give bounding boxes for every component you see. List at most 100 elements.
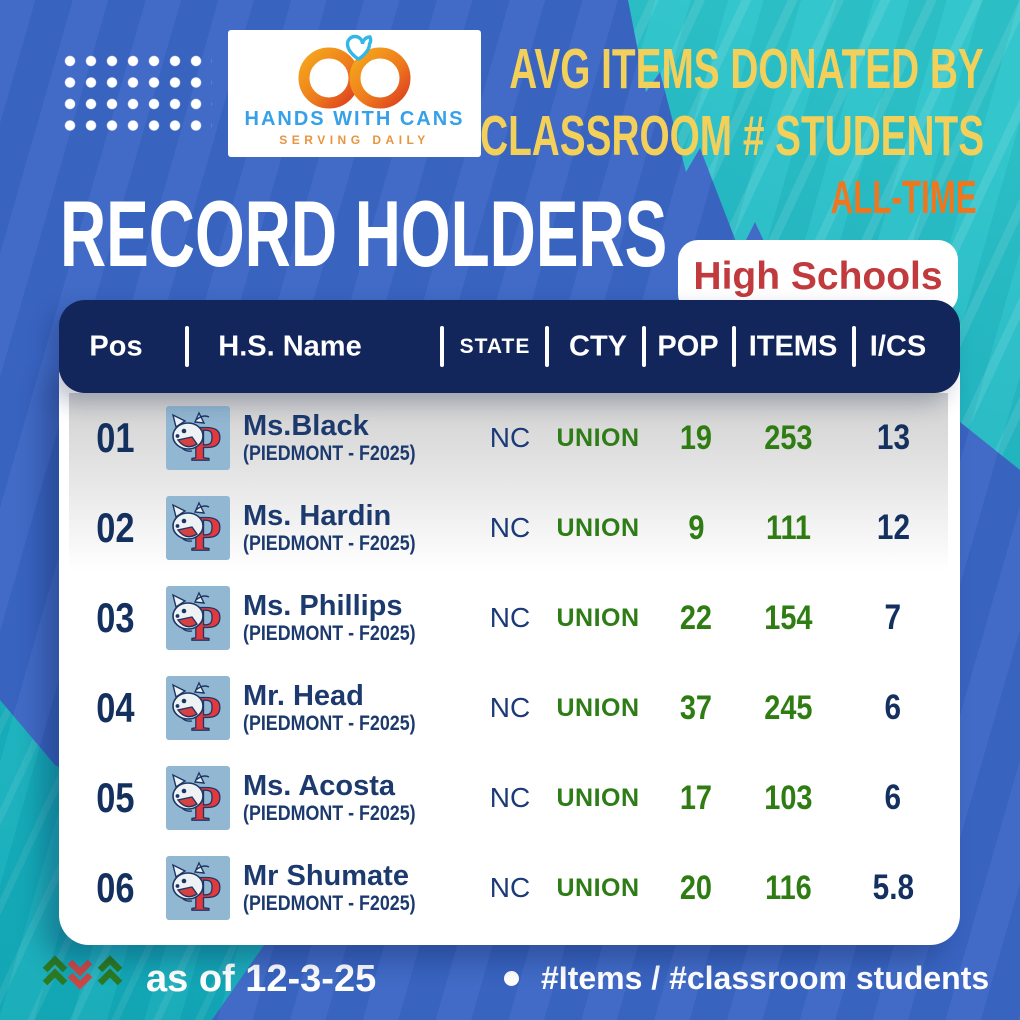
panther-mascot-icon: P	[166, 856, 230, 920]
svg-text:P: P	[191, 595, 222, 650]
state-value: NC	[489, 692, 531, 723]
rank-value: 04	[95, 684, 135, 731]
county-value: UNION	[556, 873, 640, 902]
county-value: UNION	[556, 603, 640, 632]
headline-line1: AVG ITEMS DONATED BY	[509, 37, 984, 101]
rank-value: 03	[95, 594, 135, 641]
double-chevron-up-icon	[42, 955, 68, 986]
school-term: (PIEDMONT - F2025)	[243, 622, 416, 645]
col-header-ics: I/CS	[869, 330, 927, 362]
heart-icon	[345, 34, 372, 61]
period-label: ALL-TIME	[831, 171, 977, 223]
school-badge: P	[161, 856, 235, 920]
teacher-name: Ms.Black	[243, 410, 369, 442]
teacher-cell: Mr Shumate (PIEDMONT - F2025)	[235, 860, 478, 916]
header-divider	[440, 326, 444, 367]
ics-value: 12	[876, 508, 910, 547]
headline-line2: CLASSROOM # STUDENTS	[480, 104, 984, 168]
panther-mascot-icon: P	[166, 676, 230, 740]
pop-value: 9	[687, 508, 705, 547]
state-value: NC	[489, 782, 531, 813]
brand-name: HANDS WITH CANS	[244, 108, 465, 130]
rank-value: 01	[95, 414, 135, 461]
leaderboard-table-body: 01 P Ms.Black (PIEDMONT - F2025) NC UNIO…	[59, 368, 960, 945]
teacher-name: Mr Shumate	[243, 860, 409, 892]
items-value: 116	[764, 868, 812, 907]
panther-mascot-icon: P	[166, 766, 230, 830]
headline: AVG ITEMS DONATED BY CLASSROOM # STUDENT…	[243, 36, 984, 170]
school-term: (PIEDMONT - F2025)	[243, 802, 416, 825]
col-header-items: ITEMS	[748, 330, 838, 362]
ics-value: 13	[876, 418, 910, 457]
items-value: 245	[763, 688, 813, 727]
trend-chevrons-icon	[42, 955, 123, 990]
county-value: UNION	[556, 513, 640, 542]
col-header-cty: CTY	[569, 330, 627, 362]
items-value: 154	[763, 598, 813, 637]
ics-value: 7	[884, 598, 902, 637]
header-divider	[642, 326, 646, 367]
county-value: UNION	[556, 783, 640, 812]
header-divider	[732, 326, 736, 367]
table-row: 01 P Ms.Black (PIEDMONT - F2025) NC UNIO…	[69, 393, 948, 483]
table-row: 05 P Ms. Acosta (PIEDMONT - F2025) NC UN…	[69, 753, 948, 843]
infinity-hands-icon	[298, 34, 410, 109]
state-value: NC	[489, 422, 531, 453]
teacher-cell: Ms. Acosta (PIEDMONT - F2025)	[235, 770, 478, 826]
teacher-name: Ms. Hardin	[243, 500, 392, 532]
panther-mascot-icon: P	[166, 406, 230, 470]
school-badge: P	[161, 406, 235, 470]
pop-value: 17	[679, 778, 713, 817]
items-value: 253	[763, 418, 813, 457]
ics-value: 6	[884, 688, 902, 727]
school-term: (PIEDMONT - F2025)	[243, 712, 416, 735]
county-value: UNION	[556, 693, 640, 722]
pop-value: 37	[679, 688, 713, 727]
panther-mascot-icon: P	[166, 586, 230, 650]
col-header-pop: POP	[657, 330, 719, 362]
pop-value: 19	[679, 418, 713, 457]
school-term: (PIEDMONT - F2025)	[243, 442, 416, 465]
formula-note: #Items / #classroom students	[504, 960, 989, 997]
table-row: 04 P Mr. Head (PIEDMONT - F2025) NC UNIO…	[69, 663, 948, 753]
table-row: 03 P Ms. Phillips (PIEDMONT - F2025) NC …	[69, 573, 948, 663]
brand-logo-card: HANDS WITH CANS SERVING DAILY	[228, 30, 481, 157]
items-value: 111	[765, 508, 811, 547]
ics-value: 5.8	[872, 868, 914, 907]
table-row: 02 P Ms. Hardin (PIEDMONT - F2025) NC UN…	[69, 483, 948, 573]
header-divider	[852, 326, 856, 367]
school-term: (PIEDMONT - F2025)	[243, 892, 416, 915]
leaderboard-table-header: Pos H.S. Name STATE CTY POP ITEMS I/CS	[59, 300, 960, 393]
page-title: RECORD HOLDERS	[60, 181, 668, 286]
items-value: 103	[763, 778, 813, 817]
category-badge-label: High Schools	[693, 255, 943, 298]
header-divider	[545, 326, 549, 367]
school-badge: P	[161, 766, 235, 830]
table-rows: 01 P Ms.Black (PIEDMONT - F2025) NC UNIO…	[69, 393, 948, 933]
as-of-date: as of 12-3-25	[146, 958, 377, 1000]
state-value: NC	[489, 512, 531, 543]
school-term: (PIEDMONT - F2025)	[243, 532, 416, 555]
dot-grid-decoration	[64, 55, 212, 141]
school-badge: P	[161, 496, 235, 560]
rank-value: 02	[95, 504, 135, 551]
col-header-state: STATE	[459, 334, 531, 358]
county-value: UNION	[556, 423, 640, 452]
school-badge: P	[161, 586, 235, 650]
col-header-pos: Pos	[89, 330, 143, 362]
pop-value: 20	[679, 868, 713, 907]
table-row: 06 P Mr Shumate (PIEDMONT - F2025) NC UN…	[69, 843, 948, 933]
teacher-name: Mr. Head	[243, 680, 364, 712]
state-value: NC	[489, 872, 531, 903]
header-divider	[185, 326, 189, 367]
rank-value: 06	[95, 864, 135, 911]
teacher-cell: Ms. Hardin (PIEDMONT - F2025)	[235, 500, 478, 556]
brand-tagline: SERVING DAILY	[279, 133, 430, 147]
rank-value: 05	[95, 774, 135, 821]
bullet-dot	[504, 971, 519, 986]
teacher-name: Ms. Phillips	[243, 590, 403, 622]
formula-text: #Items / #classroom students	[541, 960, 990, 996]
col-header-name: H.S. Name	[218, 330, 362, 362]
teacher-cell: Mr. Head (PIEDMONT - F2025)	[235, 680, 478, 736]
